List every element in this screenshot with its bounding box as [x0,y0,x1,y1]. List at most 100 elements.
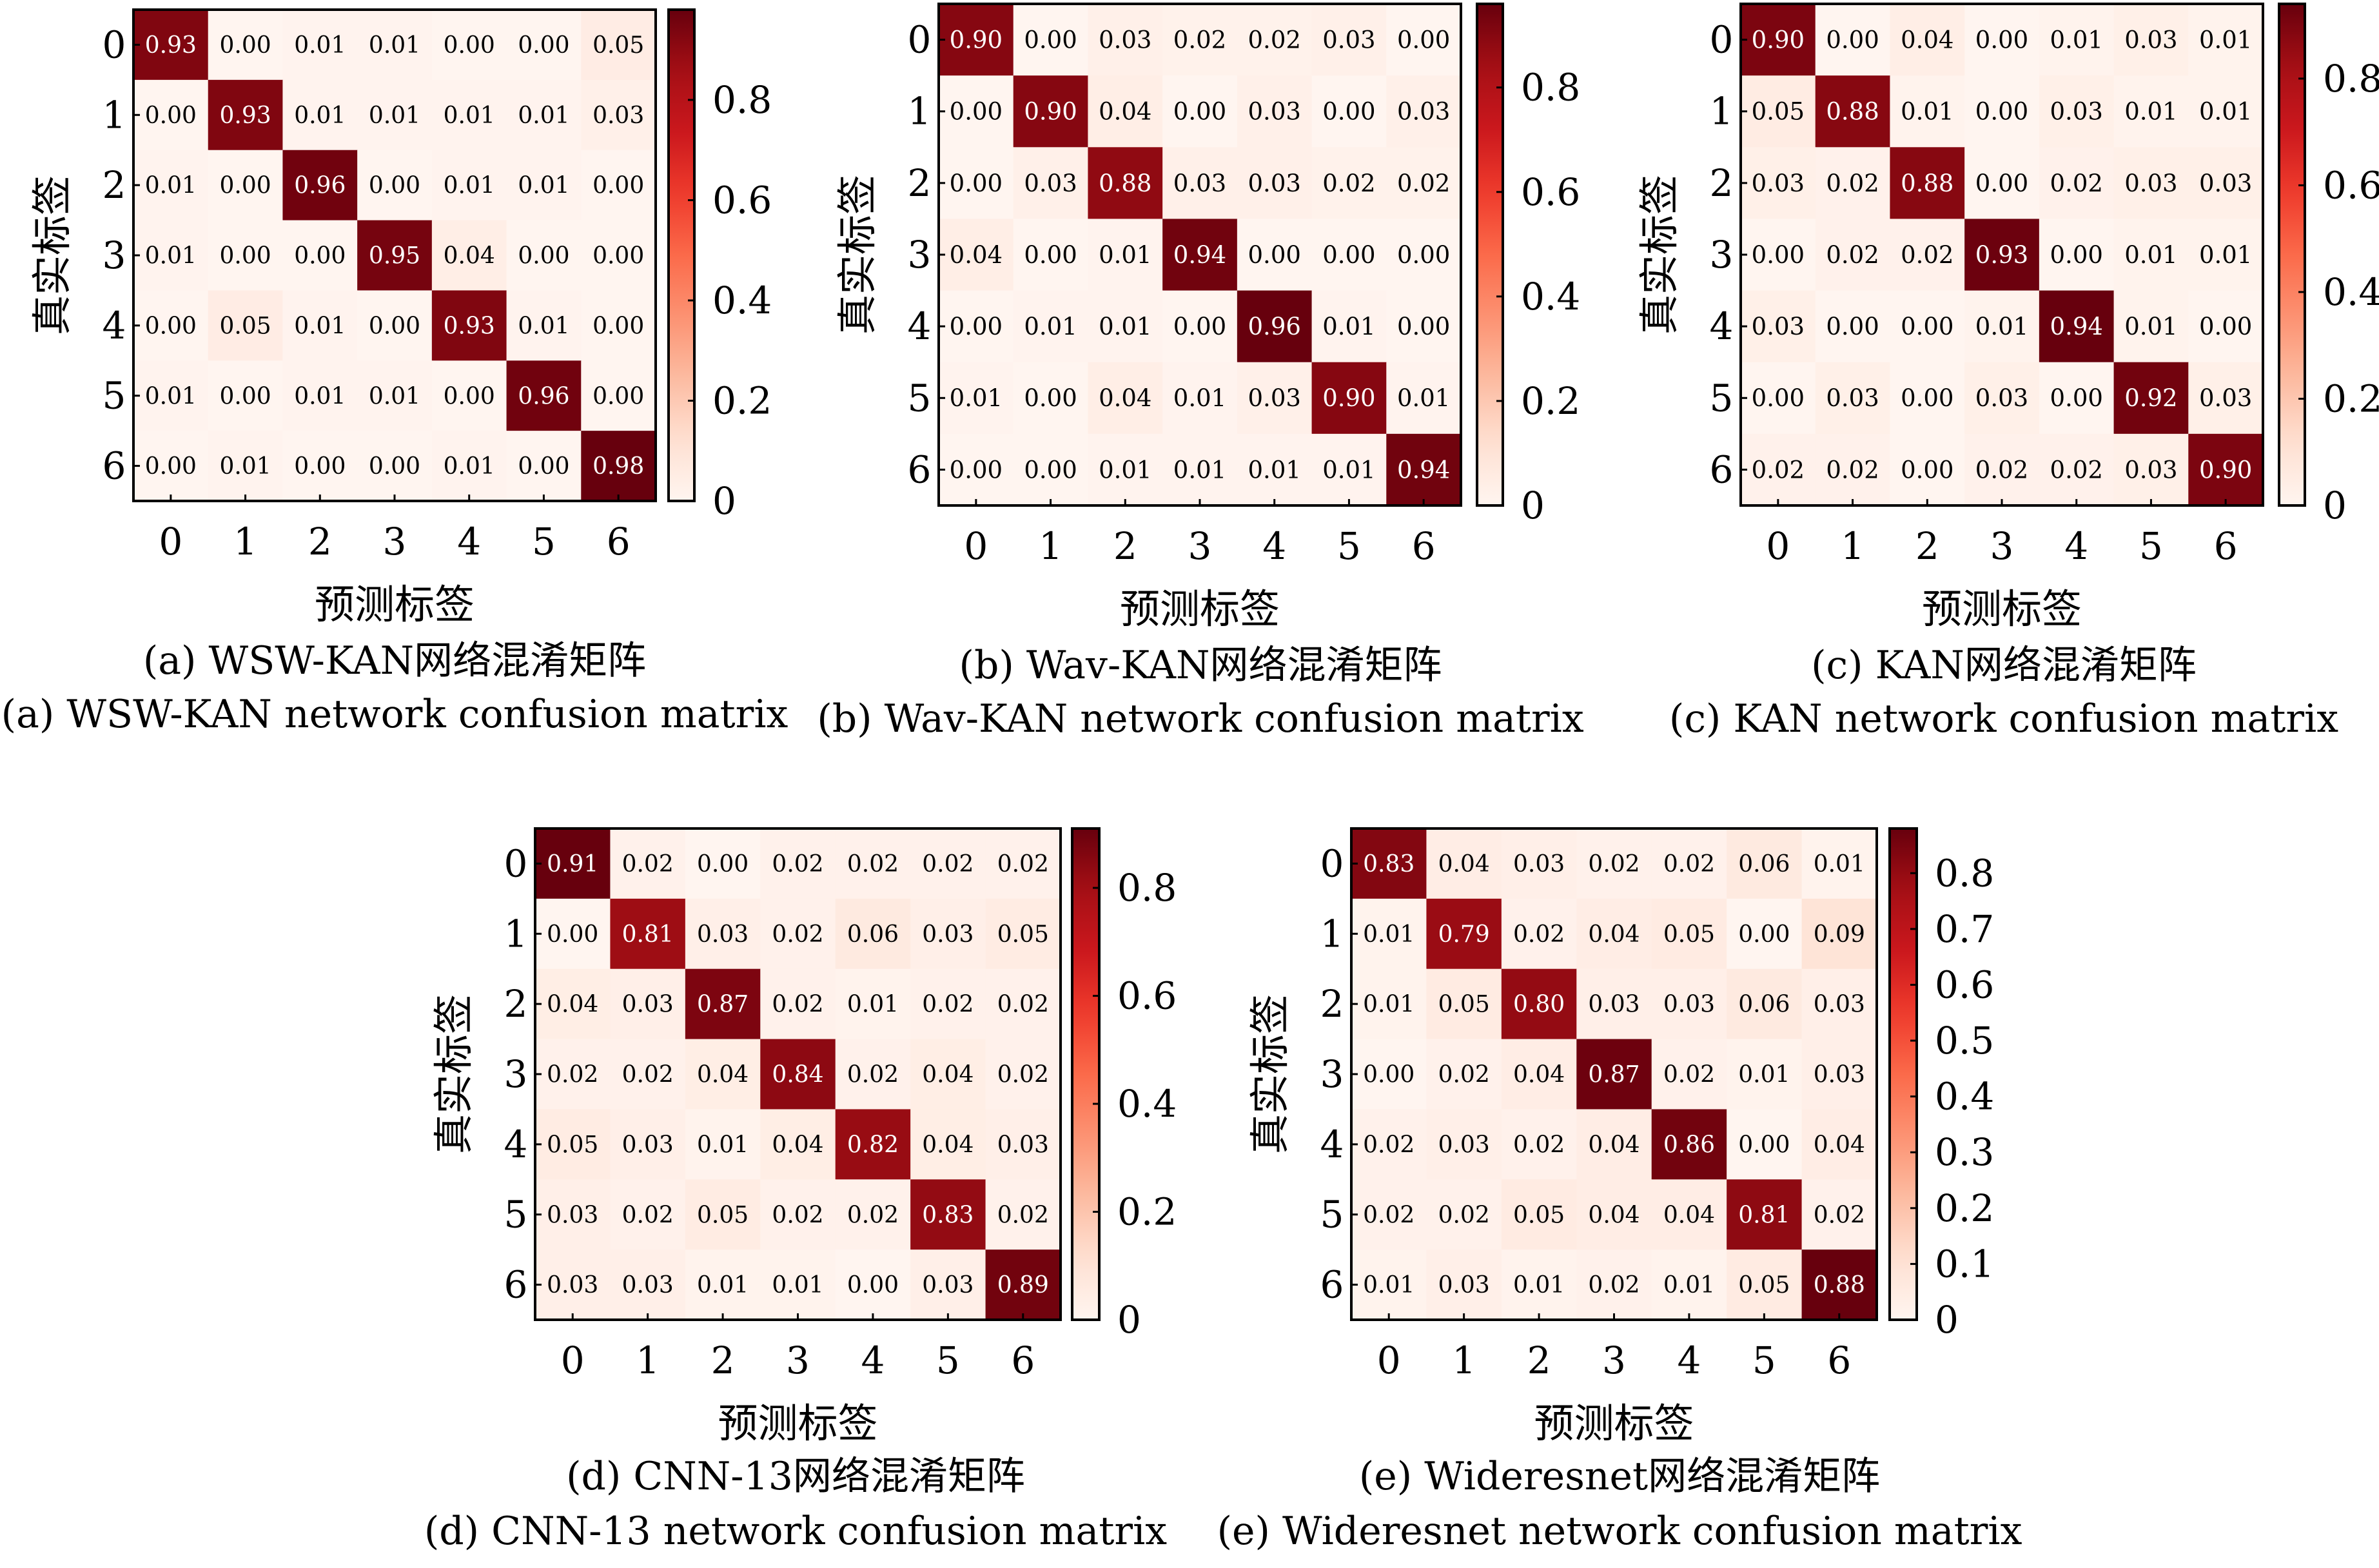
x-tick-label: 4 [2064,524,2088,568]
x-tick-label: 6 [1827,1338,1851,1382]
heatmap-cell [581,10,656,81]
cell-value-label: 0.93 [145,32,197,59]
heatmap-cell [1741,75,1816,148]
cell-value-label: 0.02 [772,921,823,948]
heatmap-cell [1426,1250,1502,1320]
cell-value-label: 0.00 [1024,26,1077,54]
cell-value-label: 0.93 [444,313,495,339]
cell-value-label: 0.01 [145,243,197,270]
cell-value-label: 0.00 [1173,313,1226,340]
heatmap-cell [835,828,911,899]
heatmap-cell [506,220,582,291]
cell-value-label: 0.00 [219,32,271,59]
heatmap-cell [208,220,284,291]
x-tick-label: 0 [1377,1338,1401,1382]
cell-value-label: 0.02 [1588,1272,1640,1298]
cell-value-label: 0.03 [1752,313,1805,340]
cell-value-label: 0.01 [518,313,569,339]
cell-value-label: 0.00 [950,456,1003,484]
confusion-matrix-panel-2: 0.90 0.00 0.04 0.00 0.01 0.03 0.01 0.05 0.88 0.01… [1636,3,2379,741]
heatmap-cell [581,150,656,221]
heatmap-cell [1311,4,1387,76]
heatmap-cell [208,10,284,81]
cell-value-label: 0.01 [1173,456,1226,484]
heatmap-cell [610,828,686,899]
cell-value-label: 0.98 [592,453,644,480]
heatmap-cell [1088,362,1163,435]
heatmap-cell [133,220,209,291]
cell-value-label: 0.02 [997,1062,1049,1088]
cell-value-label: 0.04 [1438,851,1490,877]
x-tick-label: 1 [1039,524,1062,568]
heatmap-cell [282,290,358,361]
heatmap-cell [939,147,1014,220]
heatmap-cell [208,290,284,361]
heatmap-cell [610,898,686,970]
heatmap-cell [685,1250,761,1320]
heatmap-cell [1088,75,1163,148]
colorbar [1476,3,1504,507]
heatmap-cell [1426,968,1502,1040]
y-tick-label: 2 [908,161,932,205]
cell-value-label: 0.00 [1397,26,1450,54]
heatmap-cell [1351,1039,1427,1110]
heatmap-cell [282,150,358,221]
colorbar-tick-label: 0.8 [1521,66,1580,110]
heatmap-cell [1501,968,1577,1040]
x-axis-label: 预测标签 [1534,1400,1694,1447]
heatmap-cell [985,1109,1061,1180]
heatmap-cell [208,79,284,151]
cell-value-label: 0.00 [145,453,197,480]
x-tick-label: 6 [607,520,631,564]
heatmap-cell [939,4,1014,76]
caption-english: (a) WSW-KAN network confusion matrix [1,692,788,737]
heatmap-cell [535,828,611,899]
heatmap-cell [282,360,358,431]
cell-value-label: 0.00 [369,173,420,199]
cell-value-label: 0.92 [2124,384,2177,412]
cell-value-label: 0.01 [294,383,346,409]
x-tick-label: 3 [1602,1338,1626,1382]
cell-value-label: 0.03 [592,103,644,129]
heatmap-cell [1426,828,1502,899]
heatmap-cell [2113,4,2189,76]
cell-value-label: 0.04 [1588,1202,1640,1228]
heatmap-cell [939,362,1014,435]
heatmap-cell [1651,898,1727,970]
cell-value-label: 0.88 [1099,170,1151,197]
cell-value-label: 0.02 [847,1202,899,1228]
cell-value-label: 0.03 [1248,98,1301,126]
colorbar [1071,827,1101,1321]
cell-value-label: 0.00 [518,32,569,59]
heatmap-cell [1386,433,1462,506]
cell-value-label: 0.05 [1752,98,1805,126]
cell-value-label: 0.03 [1173,170,1226,197]
heatmap-cell [1237,4,1313,76]
heatmap-cell [282,431,358,502]
heatmap-cell [1964,290,2040,363]
heatmap-cell [1576,898,1652,970]
cell-value-label: 0.90 [950,26,1003,54]
heatmap-cell [431,431,507,502]
heatmap-cell [282,10,358,81]
caption-chinese: (b) Wav-KAN网络混淆矩阵 [959,643,1442,688]
heatmap-cell [1013,219,1089,291]
heatmap-cell [1013,147,1089,220]
cell-value-label: 0.02 [847,851,899,877]
heatmap-cell [1162,219,1238,291]
heatmap-cell [2113,290,2189,363]
heatmap-cell [208,360,284,431]
cell-value-label: 0.00 [145,313,197,339]
heatmap-cell [431,220,507,291]
cell-value-label: 0.02 [1363,1202,1415,1228]
colorbar-tick-label: 0.3 [1935,1130,1994,1174]
cell-value-label: 0.00 [1752,241,1805,269]
heatmap-cell [1088,433,1163,506]
cell-value-label: 0.01 [697,1272,749,1298]
cell-value-label: 0.04 [697,1062,749,1088]
colorbar-tick-label: 0.4 [1117,1082,1177,1126]
heatmap-cell [1386,362,1462,435]
cell-value-label: 0.00 [444,383,495,409]
cell-value-label: 0.79 [1438,921,1490,948]
